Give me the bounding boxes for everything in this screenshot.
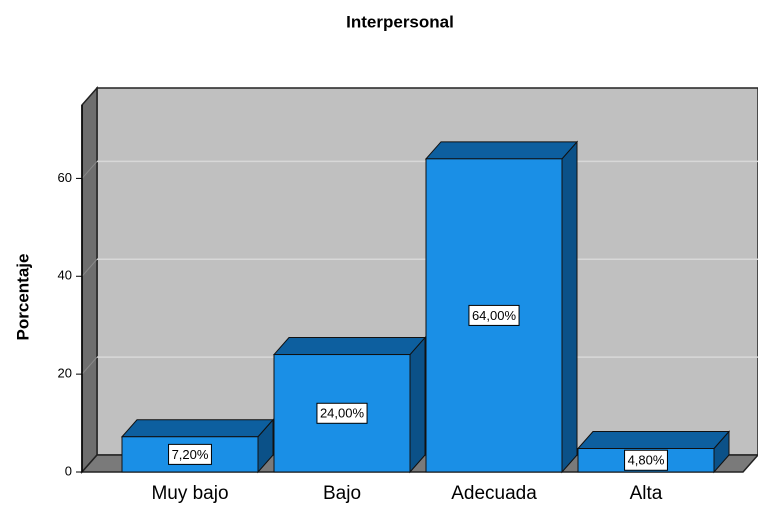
grid-line-side bbox=[81, 161, 98, 179]
value-label: 4,80% bbox=[628, 453, 665, 468]
y-tick-label: 0 bbox=[65, 463, 72, 478]
bar-top bbox=[272, 337, 427, 356]
y-tick-label: 40 bbox=[58, 268, 72, 283]
bar-top bbox=[120, 419, 275, 438]
bar-group: 7,20% bbox=[120, 418, 275, 474]
value-label: 64,00% bbox=[472, 308, 517, 323]
value-label: 24,00% bbox=[320, 406, 365, 421]
value-label: 7,20% bbox=[172, 447, 209, 462]
bar-top bbox=[576, 431, 731, 450]
bar-top bbox=[424, 141, 579, 160]
y-tick-label: 60 bbox=[58, 170, 72, 185]
x-tick-label: Bajo bbox=[323, 483, 361, 504]
left-wall bbox=[81, 86, 98, 474]
bar-group: 64,00% bbox=[424, 140, 579, 474]
x-tick-label: Alta bbox=[630, 483, 663, 504]
chart-title: Interpersonal bbox=[346, 12, 454, 31]
value-label-box bbox=[316, 402, 368, 424]
y-axis-label: Porcentaje bbox=[13, 254, 32, 341]
grid-line-side bbox=[81, 258, 98, 277]
value-label-box bbox=[468, 304, 520, 326]
y-tick-label: 20 bbox=[58, 366, 72, 381]
bar-side bbox=[561, 140, 578, 474]
grid-line-side bbox=[81, 356, 98, 375]
bar-group: 24,00% bbox=[272, 336, 427, 474]
bar-group: 4,80% bbox=[576, 430, 731, 474]
bar-side bbox=[409, 336, 426, 474]
value-label-box bbox=[624, 449, 668, 471]
value-label-box bbox=[168, 443, 212, 465]
x-tick-label: Muy bajo bbox=[151, 483, 228, 504]
x-tick-label: Adecuada bbox=[451, 483, 537, 504]
